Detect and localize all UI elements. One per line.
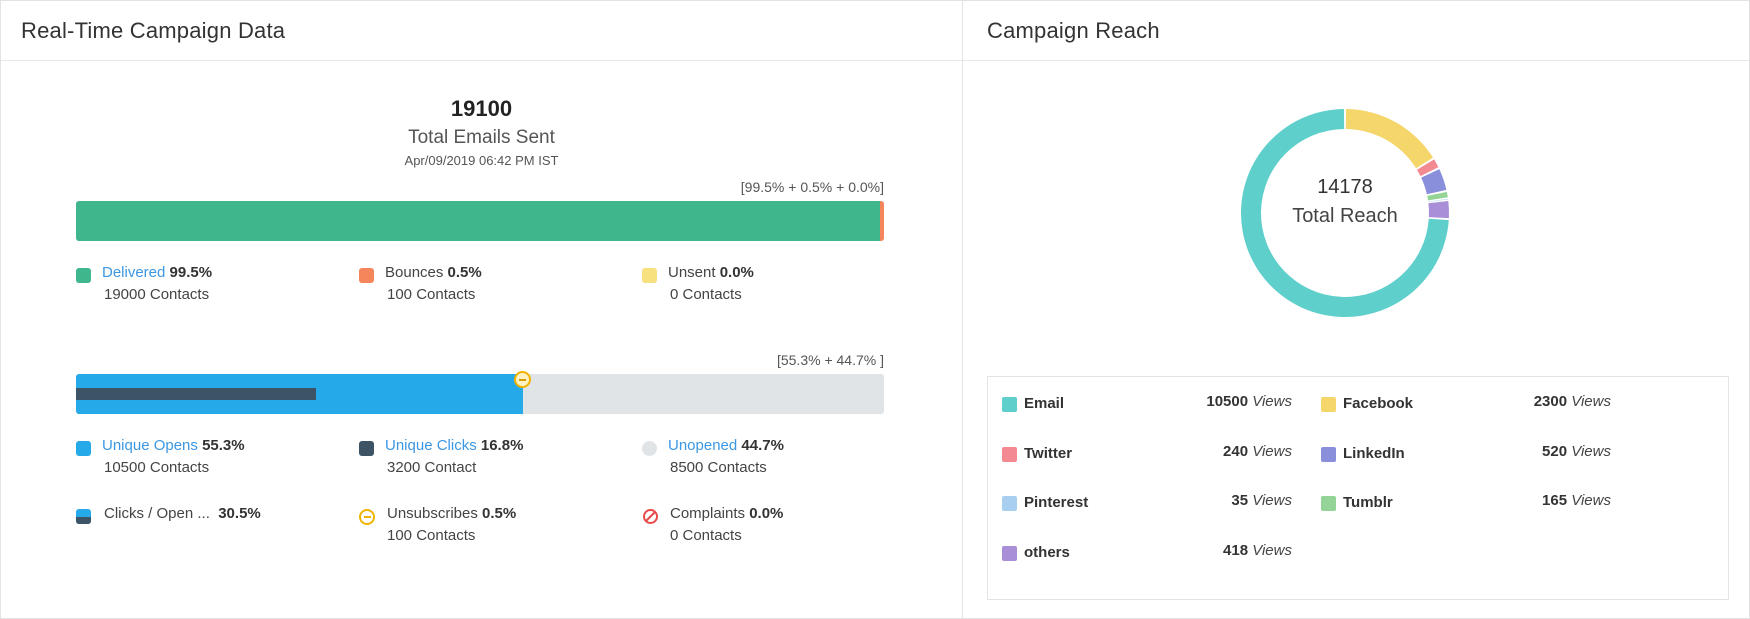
clicks-swatch <box>359 441 374 456</box>
opens-pct: 55.3% <box>202 437 245 454</box>
reach-swatch <box>1002 397 1017 412</box>
unsubscribe-icon <box>359 509 375 525</box>
reach-channel-name: others <box>1024 544 1070 561</box>
reach-swatch <box>1321 397 1336 412</box>
complaints-contacts: 0 Contacts <box>670 527 742 544</box>
complaints-legend: Complaints 0.0% 0 Contacts <box>642 503 902 547</box>
engagement-bar-caption: [55.3% + 44.7% ] <box>776 352 884 368</box>
reach-channel-views: 418 Views <box>1223 542 1292 559</box>
donut-slice-twitter[interactable] <box>1416 159 1439 177</box>
delivered-segment[interactable] <box>76 201 880 241</box>
clicks-legend: Unique Clicks 16.8% 3200 Contact <box>359 435 619 479</box>
complaints-pct: 0.0% <box>749 505 784 522</box>
reach-total-label: Total Reach <box>1292 205 1398 227</box>
report-timestamp: Apr/09/2019 06:42 PM IST <box>404 153 559 168</box>
bounces-legend: Bounces 0.5% 100 Contacts <box>359 262 609 306</box>
unsent-legend: Unsent 0.0% 0 Contacts <box>642 262 892 306</box>
reach-swatch <box>1321 447 1336 462</box>
unopened-contacts: 8500 Contacts <box>670 459 767 476</box>
unsubscribes-legend: Unsubscribes 0.5% 100 Contacts <box>359 503 619 547</box>
delivered-pct: 99.5% <box>169 264 213 281</box>
clicks-contacts: 3200 Contact <box>387 459 477 476</box>
reach-channel-views: 165 Views <box>1542 492 1611 509</box>
opens-contacts: 10500 Contacts <box>104 459 210 476</box>
opens-legend: Unique Opens 55.3% 10500 Contacts <box>76 435 336 479</box>
delivery-bar[interactable] <box>76 201 884 241</box>
delivered-link[interactable]: Delivered <box>102 264 166 281</box>
reach-channel-name: Pinterest <box>1024 494 1089 511</box>
reach-swatch <box>1002 496 1017 511</box>
campaign-data-panel: Real-Time Campaign Data 19100 Total Emai… <box>0 0 963 619</box>
unsubscribe-marker-icon[interactable] <box>513 371 531 388</box>
reach-swatch <box>1002 447 1017 462</box>
donut-slice-pinterest[interactable] <box>1428 198 1449 202</box>
unsent-swatch <box>642 268 657 283</box>
clicks-segment[interactable] <box>76 388 317 400</box>
reach-channel-name: Tumblr <box>1343 494 1393 511</box>
bounces-pct: 0.5% <box>447 264 482 281</box>
reach-total: 14178 <box>1317 176 1373 198</box>
unopened-legend: Unopened 44.7% 8500 Contacts <box>642 435 902 479</box>
delivery-bar-caption: [99.5% + 0.5% + 0.0%] <box>740 179 884 195</box>
unsent-contacts: 0 Contacts <box>670 286 742 303</box>
reach-channel-views: 35 Views <box>1231 492 1292 509</box>
reach-channel-name: Twitter <box>1024 445 1073 462</box>
bounces-swatch <box>359 268 374 283</box>
campaign-data-title: Real-Time Campaign Data <box>1 1 962 61</box>
donut-slice-others[interactable] <box>1428 200 1449 219</box>
reach-channel-views: 10500 Views <box>1206 393 1292 410</box>
clicks-per-open-pct: 30.5% <box>218 505 261 522</box>
complaints-label: Complaints <box>670 505 746 522</box>
unopened-swatch <box>642 441 657 456</box>
bounces-label: Bounces <box>385 264 444 281</box>
complaints-icon <box>643 509 658 524</box>
reach-swatch <box>1321 496 1336 511</box>
clicks-per-open-label: Clicks / Open ... <box>104 505 210 522</box>
reach-channel-views: 240 Views <box>1223 443 1292 460</box>
total-sent-count: 19100 <box>450 96 513 121</box>
unsent-label: Unsent <box>668 264 716 281</box>
delivered-contacts: 19000 Contacts <box>104 286 210 303</box>
bounces-contacts: 100 Contacts <box>387 286 476 303</box>
reach-legend: Email 10500 Views Facebook 2300 Views Twitte… <box>987 376 1729 600</box>
clicks-pct: 16.8% <box>480 437 524 454</box>
unique-clicks-link[interactable]: Unique Clicks <box>385 437 477 454</box>
engagement-bar[interactable] <box>76 371 884 414</box>
clicks-per-open-legend: Clicks / Open ... 30.5% <box>76 503 336 525</box>
unsubscribes-contacts: 100 Contacts <box>387 527 476 544</box>
delivered-swatch <box>76 268 91 283</box>
reach-channel-name: Facebook <box>1343 395 1414 412</box>
reach-channel-name: LinkedIn <box>1343 445 1405 462</box>
donut-slice-linkedin[interactable] <box>1421 169 1447 195</box>
delivered-legend: Delivered 99.5% 19000 Contacts <box>76 262 326 306</box>
unopened-pct: 44.7% <box>741 437 784 454</box>
reach-swatch <box>1002 546 1017 561</box>
campaign-reach-title: Campaign Reach <box>963 1 1749 61</box>
total-sent-label: Total Emails Sent <box>408 127 555 148</box>
opens-swatch <box>76 441 91 456</box>
reach-channel-views: 520 Views <box>1542 443 1611 460</box>
donut-slice-tumblr[interactable] <box>1427 191 1448 201</box>
unsent-pct: 0.0% <box>719 264 754 281</box>
unsubscribes-label: Unsubscribes <box>387 505 478 522</box>
reach-donut-chart[interactable] <box>1235 103 1455 323</box>
reach-channel-name: Email <box>1024 395 1065 412</box>
clicks-per-open-icon <box>76 509 91 524</box>
campaign-reach-panel: Campaign Reach 14178 Total Reach Email 10… <box>962 0 1750 619</box>
bounces-segment[interactable] <box>879 201 884 241</box>
unopened-link[interactable]: Unopened <box>668 437 738 454</box>
reach-channel-views: 2300 Views <box>1533 393 1611 410</box>
donut-slice-facebook[interactable] <box>1345 109 1434 169</box>
unique-opens-link[interactable]: Unique Opens <box>102 437 198 454</box>
unsubscribes-pct: 0.5% <box>482 505 517 522</box>
